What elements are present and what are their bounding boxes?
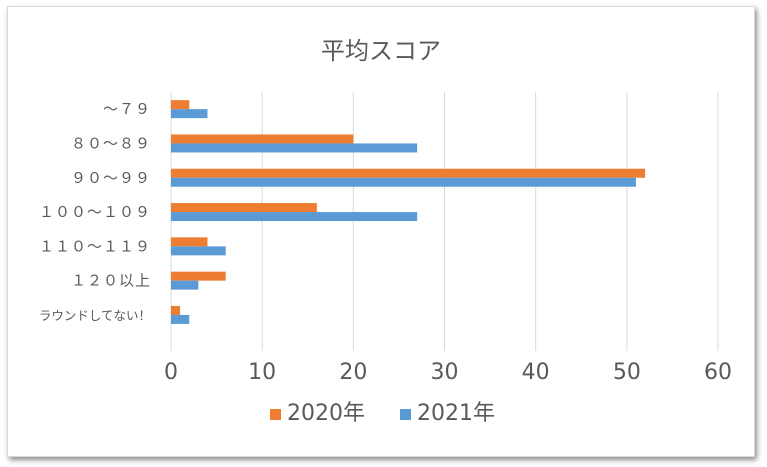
category-label: 〜７９	[103, 100, 151, 118]
legend-label: 2021年	[417, 401, 495, 426]
category-label: １１０〜１１９	[39, 237, 151, 255]
bar-series1	[171, 100, 190, 110]
category-label: ８０〜８９	[71, 134, 151, 152]
bar-series2	[171, 212, 418, 222]
legend-label: 2020年	[287, 401, 365, 426]
x-tick-label: 50	[613, 360, 641, 385]
bar-series1	[171, 203, 317, 213]
legend-swatch	[270, 409, 281, 420]
bar-series1	[171, 271, 226, 281]
bar-series2	[171, 177, 636, 187]
x-tick-labels: 0 10 20 30 40 50 60	[164, 360, 732, 385]
x-tick-label: 40	[522, 360, 550, 385]
x-tick-label: 0	[164, 360, 178, 385]
category-label: １００〜１０９	[39, 203, 151, 221]
category-label: １２０以上	[71, 272, 151, 290]
bar-series2	[171, 280, 199, 290]
bar-series1	[171, 237, 208, 247]
x-tick-label: 30	[431, 360, 459, 385]
bar-series1	[171, 305, 181, 315]
category-label: ９０〜９９	[71, 169, 151, 187]
bar-series1	[171, 134, 354, 144]
x-tick-label: 10	[248, 360, 276, 385]
chart-frame: 平均スコア 〜７９ ８０〜８９ ９０〜９９ １００〜１０９ １１０〜１１９ １２０以上ラウ…	[7, 6, 755, 457]
legend: 2020年 2021年	[270, 401, 495, 426]
category-label: ラウンドしてない！	[39, 308, 151, 323]
x-tick-label: 20	[339, 360, 367, 385]
chart-title: 平均スコア	[321, 37, 441, 65]
x-tick-label: 60	[704, 360, 732, 385]
bar-series2	[171, 314, 190, 324]
legend-swatch	[400, 409, 411, 420]
bar-series2	[171, 109, 208, 119]
gridlines	[170, 92, 719, 351]
bar-chart: 平均スコア 〜７９ ８０〜８９ ９０〜９９ １００〜１０９ １１０〜１１９ １２０以上ラウ…	[39, 37, 732, 426]
category-labels: 〜７９ ８０〜８９ ９０〜９９ １００〜１０９ １１０〜１１９ １２０以上ラウンドしてない…	[39, 100, 151, 323]
bar-series2	[171, 143, 418, 153]
bars	[171, 100, 646, 324]
bar-series2	[171, 246, 226, 256]
bar-series1	[171, 168, 646, 178]
